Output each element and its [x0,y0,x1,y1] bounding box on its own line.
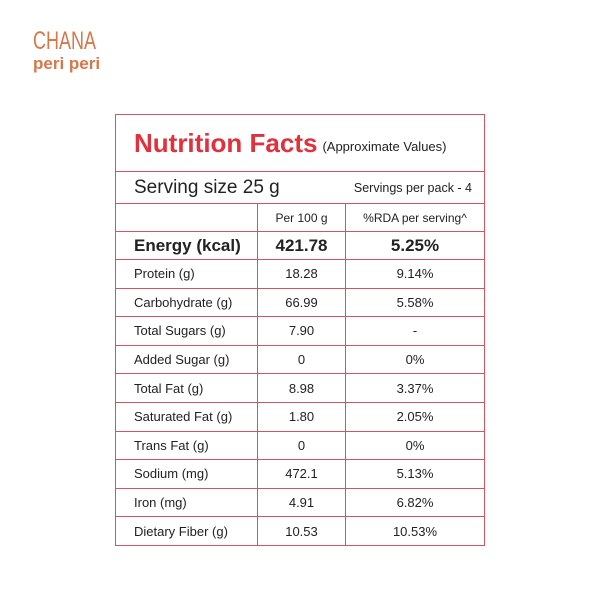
table-row: Carbohydrate (g) 66.99 5.58% [116,287,484,317]
table-title-row: Nutrition Facts (Approximate Values) [116,115,484,171]
nutrient-label: Trans Fat (g) [134,437,209,453]
header-nutrient [116,204,257,231]
header-rda: %RDA per serving^ [345,204,484,231]
per100-value: 1.80 [257,402,345,431]
rda-value: - [345,317,484,345]
rda-value: 0% [345,431,484,460]
per100-value: 4.91 [257,488,345,517]
servings-per-pack: Servings per pack - 4 [353,180,472,195]
header-row: Per 100 g %RDA per serving^ [116,203,484,231]
serving-row: Serving size 25 g Servings per pack - 4 [116,171,484,203]
nutrient-label: Added Sugar (g) [134,352,230,368]
table-row: Total Fat (g) 8.98 3.37% [116,373,484,402]
table-subtitle: (Approximate Values) [322,138,447,154]
per100-value: 66.99 [257,288,345,317]
nutrient-label: Saturated Fat (g) [134,409,233,425]
table-row: Added Sugar (g) 0 0% [116,344,484,374]
nutrient-label: Protein (g) [134,266,195,282]
table-title: Nutrition Facts [134,127,318,158]
table-row: Trans Fat (g) 0 0% [116,430,484,460]
energy-row: Energy (kcal) 421.78 5.25% [116,231,484,259]
table-row: Saturated Fat (g) 1.80 2.05% [116,401,484,431]
table-row: Protein (g) 18.28 9.14% [116,259,484,288]
nutrient-label: Sodium (mg) [134,466,209,482]
rda-value: 10.53% [345,517,484,545]
rda-value: 0% [345,345,484,374]
rda-value: 5.13% [345,460,484,488]
per100-value: 10.53 [257,517,345,545]
table-row: Sodium (mg) 472.1 5.13% [116,459,484,488]
table-row: Total Sugars (g) 7.90- [116,316,484,345]
rda-value: 5.58% [345,288,484,317]
energy-label: Energy (kcal) [134,235,241,255]
serving-size: Serving size 25 g [134,176,280,198]
brand-name: CHANA [33,27,97,55]
per100-value: 0 [257,431,345,460]
nutrient-label: Iron (mg) [134,495,187,511]
brand-logo: CHANA peri peri [33,28,121,74]
rda-value: 6.82% [345,488,484,517]
per100-value: 472.1 [257,460,345,488]
per100-value: 7.90 [257,317,345,345]
nutrient-label: Carbohydrate (g) [134,294,233,310]
brand-flavor: peri peri [33,54,101,73]
nutrient-label: Total Sugars (g) [134,323,226,339]
header-per100: Per 100 g [257,204,345,231]
rda-value: 9.14% [345,260,484,288]
energy-per100: 421.78 [257,232,345,259]
per100-value: 0 [257,345,345,374]
table-row: Iron (mg) 4.91 6.82% [116,487,484,517]
per100-value: 8.98 [257,374,345,402]
rda-value: 3.37% [345,374,484,402]
table-row: Dietary Fiber (g) 10.53 10.53% [116,516,484,545]
rda-value: 2.05% [345,402,484,431]
nutrient-label: Dietary Fiber (g) [134,523,228,539]
nutrient-label: Total Fat (g) [134,380,204,396]
per100-value: 18.28 [257,260,345,288]
nutrition-table: Nutrition Facts (Approximate Values) Ser… [115,114,485,546]
energy-rda: 5.25% [345,232,484,259]
